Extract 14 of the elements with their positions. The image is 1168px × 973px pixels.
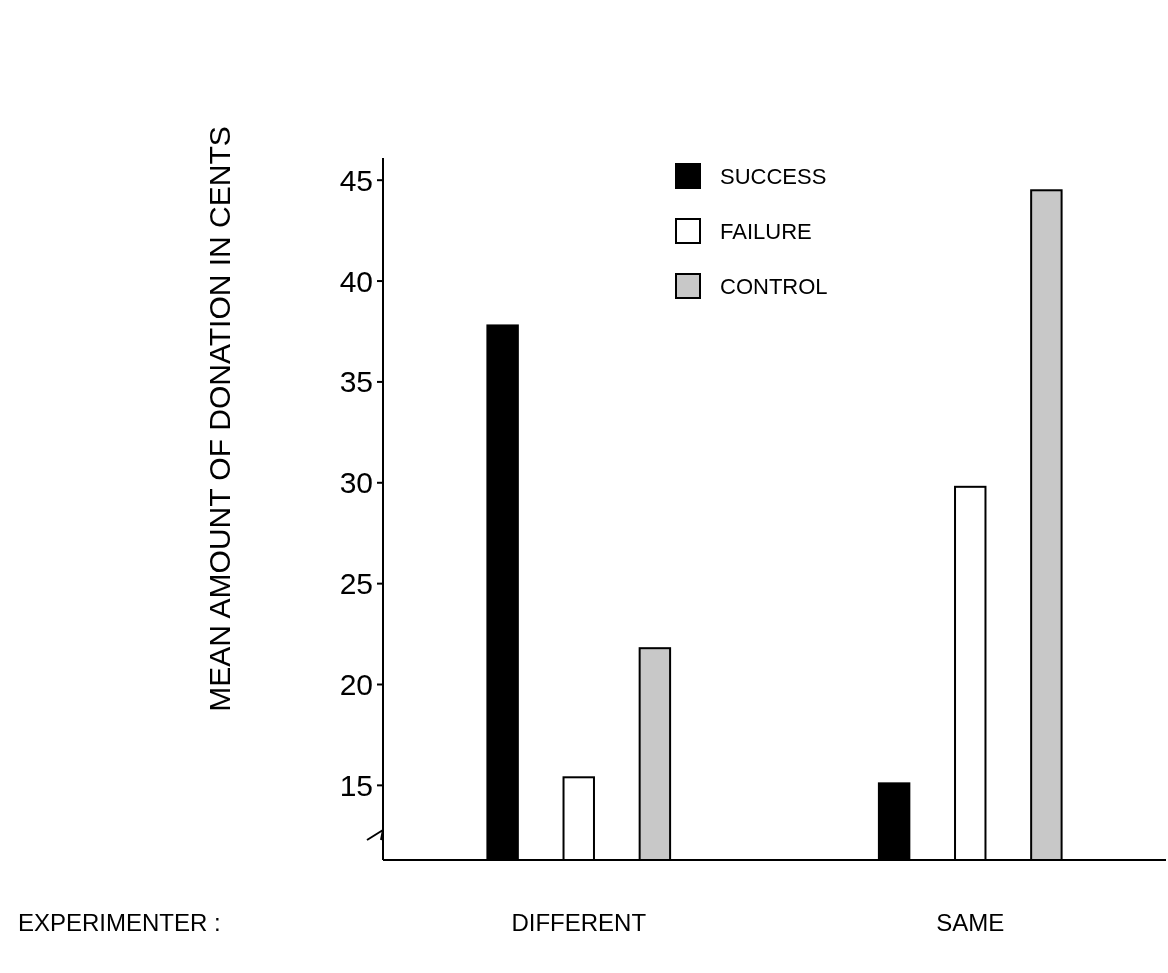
y-axis-title: MEAN AMOUNT OF DONATION IN CENTS xyxy=(203,126,236,712)
y-tick-label: 30 xyxy=(339,466,373,500)
x-tick-label: SAME xyxy=(936,909,1005,936)
y-tick-label: 20 xyxy=(339,668,373,701)
y-tick-label: 35 xyxy=(339,365,373,399)
legend-label: SUCCESS xyxy=(720,163,827,189)
x-axis-title: EXPERIMENTER : xyxy=(18,909,221,936)
x-tick-label: DIFFERENT xyxy=(511,909,647,936)
y-tick-label: 40 xyxy=(339,264,373,298)
y-tick-label: 25 xyxy=(339,567,373,601)
y-tick-label: 15 xyxy=(339,768,373,802)
legend-label: FAILURE xyxy=(720,218,812,244)
legend-label: CONTROL xyxy=(720,273,828,299)
y-tick-label: 45 xyxy=(339,163,373,197)
